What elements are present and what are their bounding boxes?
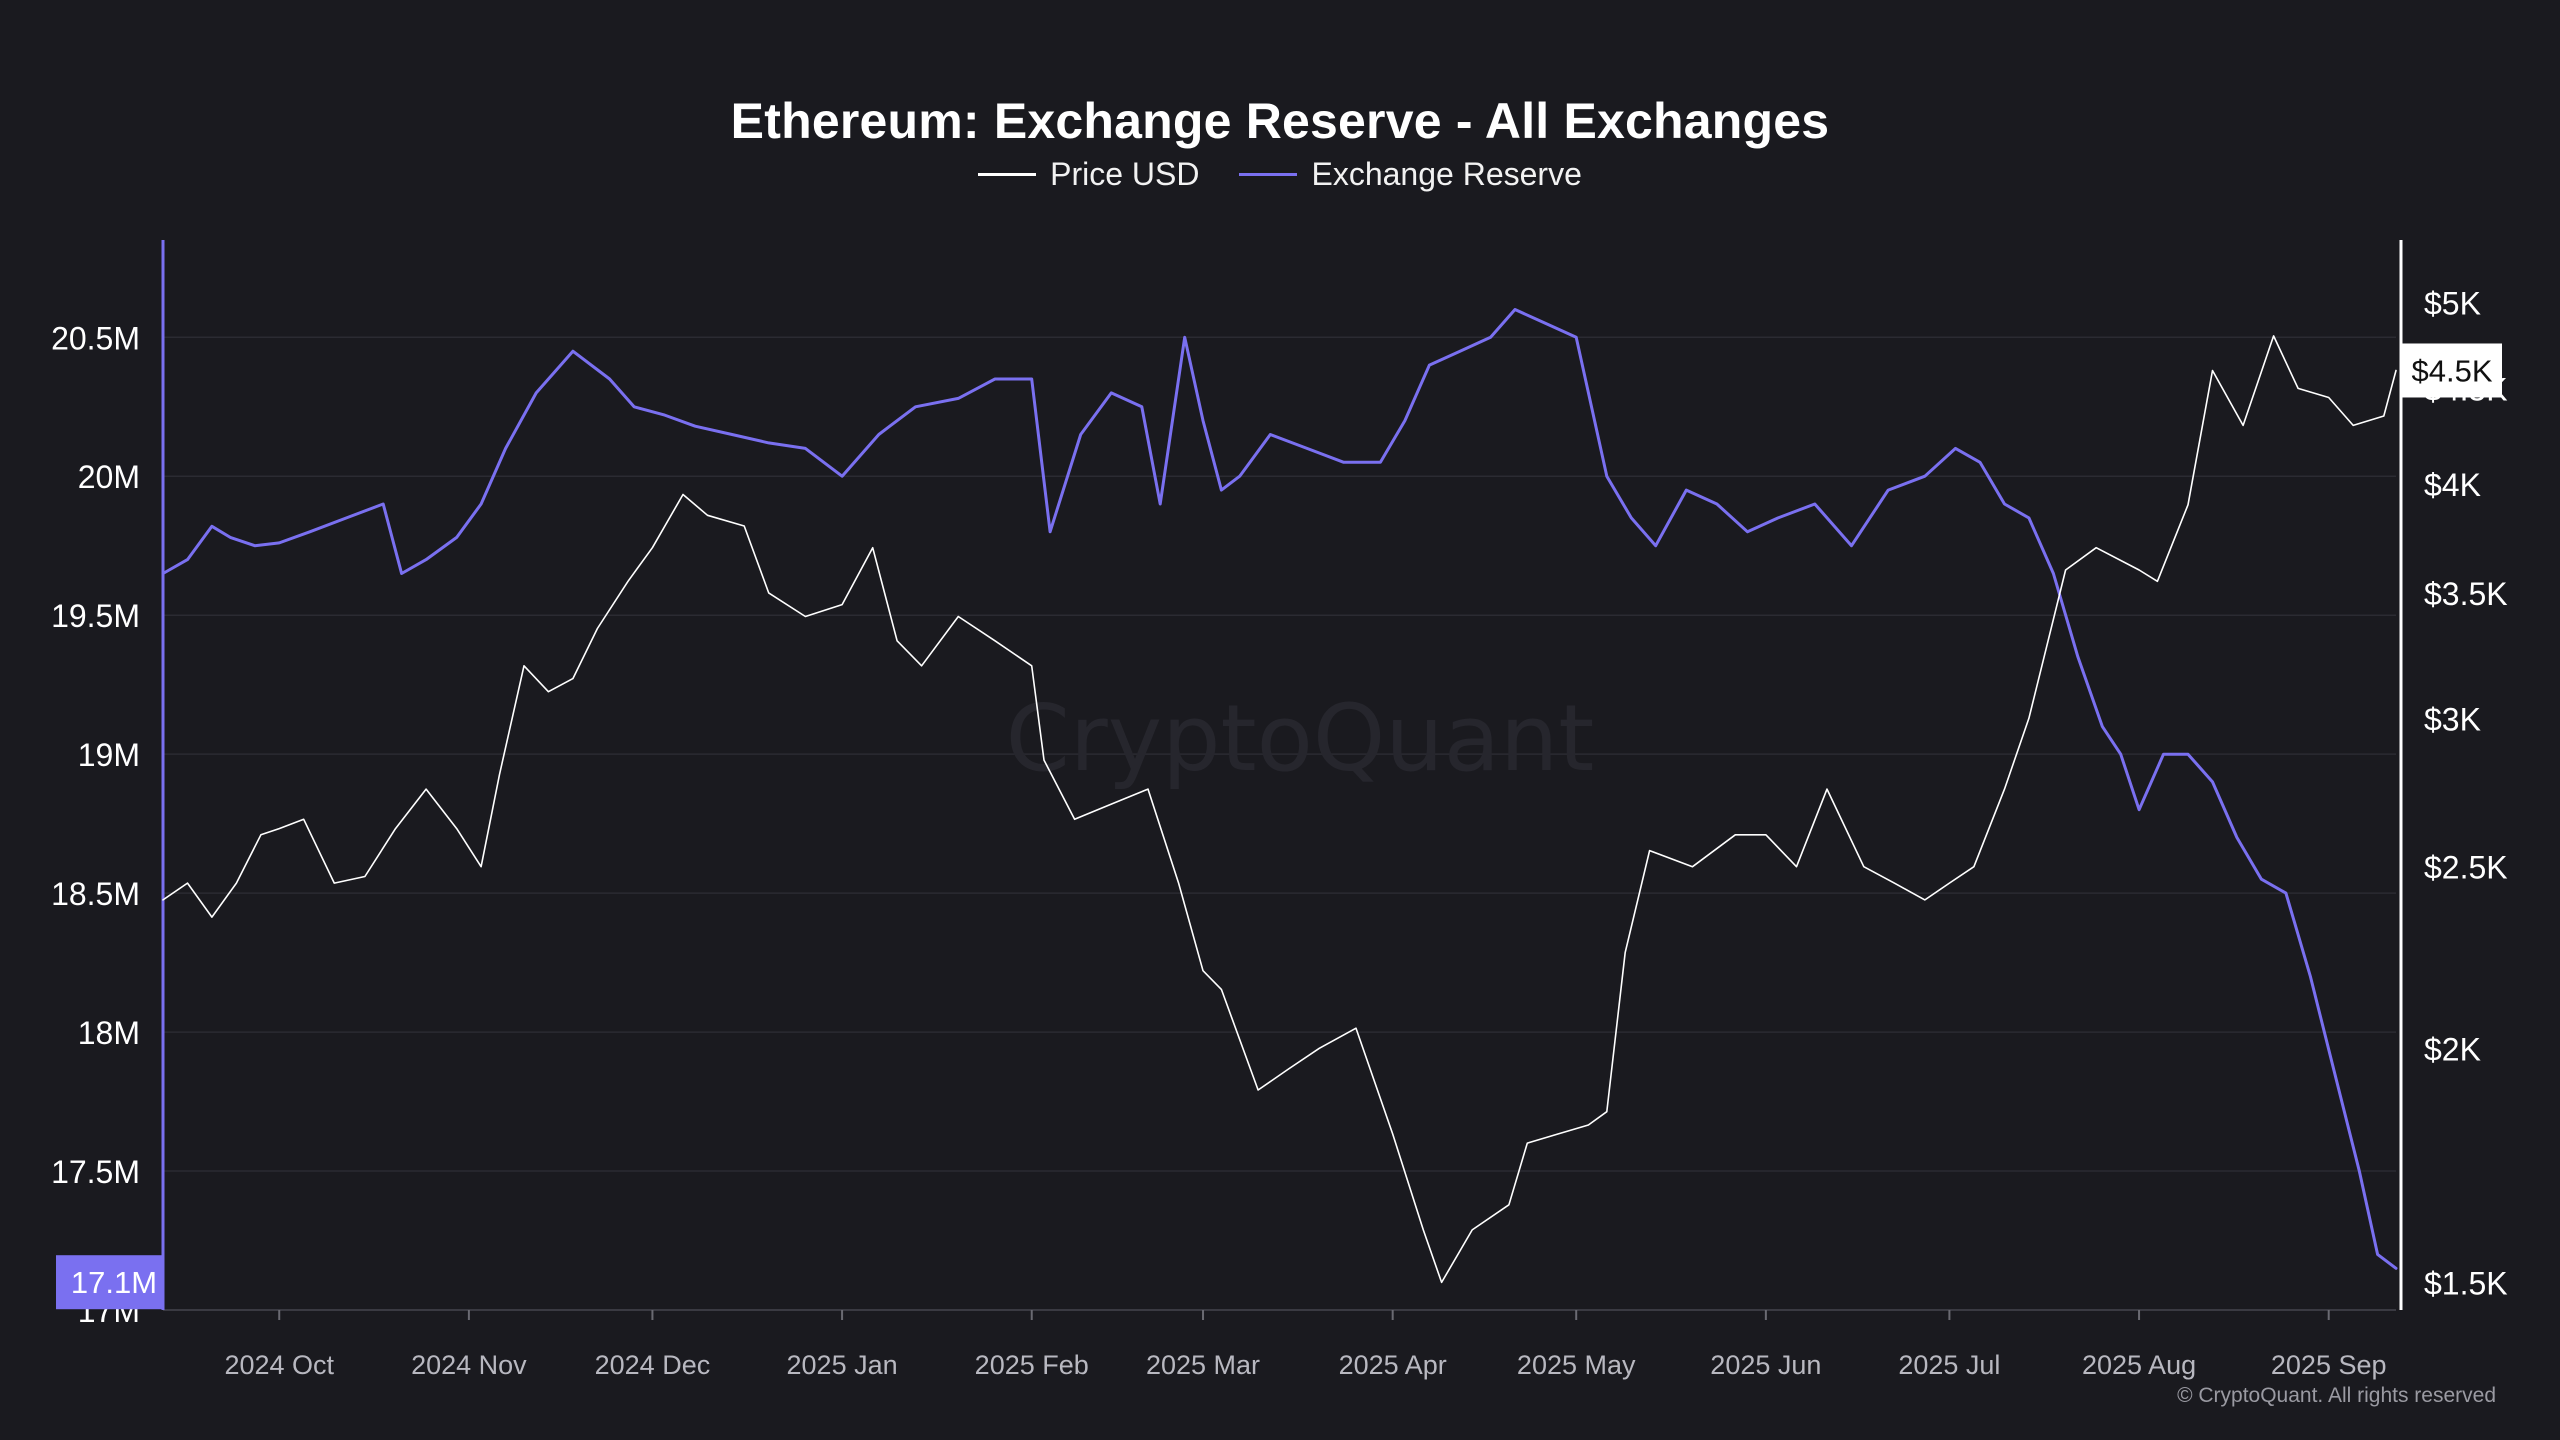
x-tick-label: 2024 Oct: [224, 1350, 334, 1380]
series-lines: [161, 308, 2398, 1284]
left-tick-label: 19M: [78, 737, 140, 773]
x-tick-label: 2025 Jun: [1710, 1350, 1821, 1380]
legend-label-price: Price USD: [1050, 156, 1200, 192]
x-tick-label: 2025 Jul: [1898, 1350, 2000, 1380]
right-current-badge: [2402, 343, 2502, 398]
x-tick-label: 2025 Feb: [975, 1350, 1089, 1380]
legend-label-reserve: Exchange Reserve: [1311, 156, 1582, 192]
chart-title: Ethereum: Exchange Reserve - All Exchang…: [730, 93, 1830, 149]
watermark-text: CryptoQuant: [1006, 685, 1595, 792]
left-tick-label: 18.5M: [51, 876, 140, 912]
x-tick-label: 2025 Apr: [1339, 1350, 1447, 1380]
legend-swatch-price: [978, 173, 1037, 176]
right-current-label: $4.5K: [2411, 353, 2492, 388]
grid-lines: [163, 336, 2396, 1172]
x-axis: 2024 Oct 2024 Nov 2024 Dec 2025 Jan 2025 Feb…: [163, 1309, 2396, 1380]
x-tick-label: 2025 Mar: [1146, 1350, 1260, 1380]
value-badges: 17.1M $4.5K: [56, 343, 2502, 1310]
legend-item-price[interactable]: Price USD: [978, 156, 1199, 193]
left-current-label: 17.1M: [71, 1265, 157, 1300]
x-tick-label: 2024 Dec: [595, 1350, 711, 1380]
exchange-reserve-line: [161, 308, 2398, 1270]
right-axis: $1.5K $2K $2.5K $3K $3.5K $4K $4.5K $5K: [2399, 240, 2508, 1310]
chart-legend: Price USD Exchange Reserve: [0, 156, 2560, 193]
x-tick-label: 2025 Sep: [2271, 1350, 2387, 1380]
left-tick-label: 17.5M: [51, 1154, 140, 1190]
legend-swatch-reserve: [1239, 173, 1298, 176]
right-tick-label: $2.5K: [2424, 850, 2508, 886]
left-tick-label: 20M: [78, 459, 140, 495]
copyright-text: © CryptoQuant. All rights reserved: [2177, 1384, 2496, 1407]
right-tick-label: $3.5K: [2424, 576, 2508, 612]
left-current-badge: [56, 1255, 164, 1310]
right-tick-label: $2K: [2424, 1031, 2481, 1067]
x-tick-label: 2025 Jan: [787, 1350, 898, 1380]
right-tick-label: $5K: [2424, 286, 2481, 322]
x-tick-label: 2025 May: [1517, 1350, 1636, 1380]
legend-item-reserve[interactable]: Exchange Reserve: [1239, 156, 1582, 193]
x-tick-label: 2024 Nov: [411, 1350, 527, 1380]
price-usd-line: [162, 335, 2397, 1284]
left-tick-label: 18M: [78, 1015, 140, 1051]
left-tick-label: 20.5M: [51, 320, 140, 356]
left-tick-label: 19.5M: [51, 598, 140, 634]
x-tick-label: 2025 Aug: [2082, 1350, 2196, 1380]
right-tick-label: $3K: [2424, 701, 2481, 737]
right-tick-label: $4K: [2424, 467, 2481, 503]
right-tick-label: $1.5K: [2424, 1265, 2508, 1301]
